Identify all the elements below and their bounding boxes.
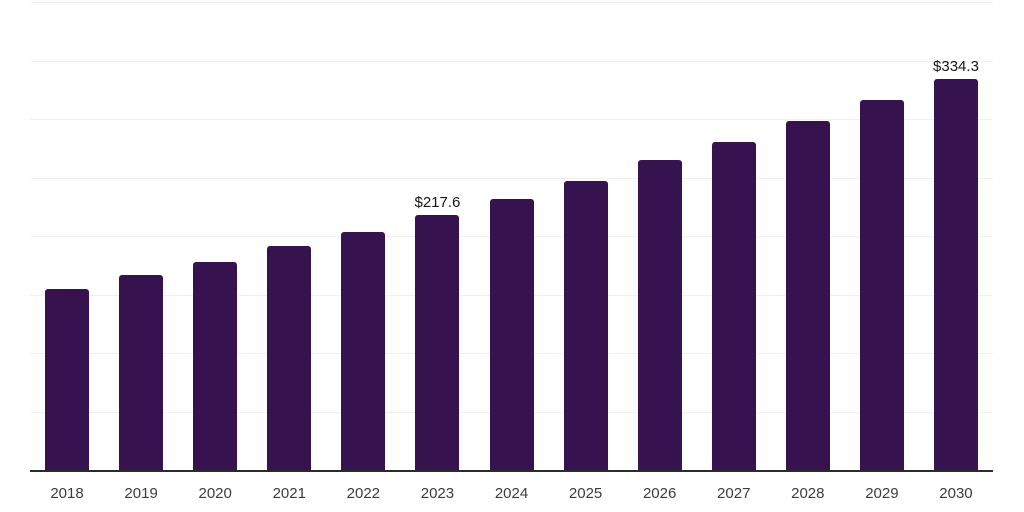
bar-column-2026	[623, 2, 697, 470]
x-tick-label-2019: 2019	[124, 485, 158, 502]
bar-2024[interactable]	[489, 199, 534, 470]
bar-column-2020	[178, 2, 252, 470]
x-tick-label-2022: 2022	[346, 485, 381, 502]
x-tick-label-2023: 2023	[420, 485, 455, 502]
bar-column-2022	[326, 2, 400, 470]
x-tick-label-2020: 2020	[198, 485, 232, 502]
x-tick-label-2025: 2025	[568, 485, 603, 502]
bars-layer: $217.6 $334.3	[30, 2, 993, 470]
bar-2020[interactable]	[193, 261, 238, 470]
bar-2029[interactable]	[859, 100, 904, 470]
bar-2022[interactable]	[341, 231, 386, 470]
x-tick-label-2027: 2027	[717, 485, 751, 502]
gridline-250	[30, 177, 993, 179]
bar-column-2027	[697, 2, 771, 470]
bar-column-2021	[252, 2, 326, 470]
gridline-350	[30, 60, 993, 62]
bar-2030[interactable]	[933, 78, 978, 470]
gridline-400	[30, 2, 993, 3]
bar-column-2030: $334.3	[919, 2, 993, 470]
bar-2018[interactable]	[45, 288, 90, 470]
bar-column-2023: $217.6	[400, 2, 474, 470]
plot-area: $217.6 $334.3	[30, 2, 993, 472]
bar-column-2028	[771, 2, 845, 470]
bar-column-2018	[30, 2, 104, 470]
x-tick-label-2030: 2030	[939, 485, 973, 502]
x-tick-label-2024: 2024	[494, 485, 529, 502]
bar-2019[interactable]	[119, 275, 164, 470]
x-axis: 2018 2019 2020 2021 2022 2023 2024 2025 2026 2027…	[30, 484, 993, 504]
bar-2021[interactable]	[267, 246, 312, 470]
gridline-300	[30, 119, 993, 120]
data-label-2030: $334.3	[933, 57, 979, 75]
x-tick-label-2028: 2028	[791, 485, 825, 502]
bar-column-2025	[549, 2, 623, 470]
bar-column-2019	[104, 2, 178, 470]
bar-2023[interactable]	[415, 215, 460, 470]
x-tick-label-2021: 2021	[272, 485, 306, 502]
bar-2025[interactable]	[563, 180, 608, 470]
data-label-2023: $217.6	[414, 194, 461, 212]
bar-column-2029	[845, 2, 919, 470]
x-tick-label-2026: 2026	[642, 485, 677, 502]
bar-2028[interactable]	[785, 121, 830, 470]
bar-2027[interactable]	[711, 142, 756, 470]
x-tick-label-2018: 2018	[50, 485, 84, 502]
x-tick-label-2029: 2029	[865, 485, 899, 502]
bar-column-2024	[474, 2, 548, 470]
bar-2026[interactable]	[637, 160, 682, 470]
